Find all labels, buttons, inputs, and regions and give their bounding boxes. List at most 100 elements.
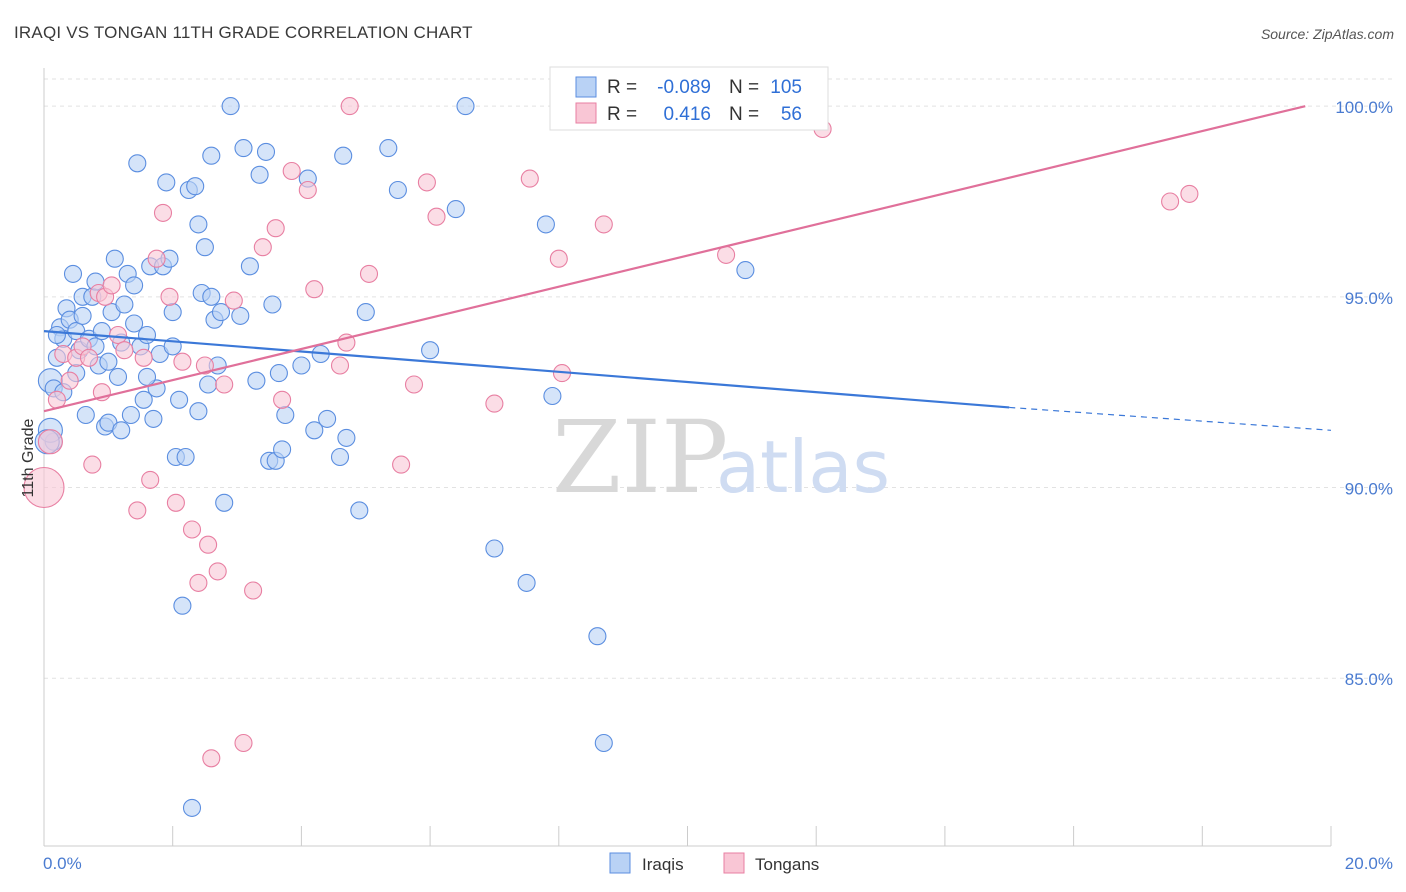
- axes: [43, 68, 1332, 847]
- tongans-r-value: 0.416: [663, 104, 711, 125]
- tongans-point-0: [23, 466, 65, 509]
- iraqis-point-72: [330, 447, 350, 467]
- iraqis-point-56: [221, 97, 240, 116]
- tongans-point-16: [141, 470, 160, 489]
- legend-iraqis-label[interactable]: Iraqis: [642, 855, 684, 874]
- iraqis-point-74: [337, 428, 356, 447]
- tongans-point-33: [266, 219, 285, 238]
- iraqis-point-79: [421, 341, 440, 360]
- iraqis-point-26: [121, 405, 140, 425]
- iraqis-point-65: [269, 364, 288, 383]
- iraqis-point-81: [456, 97, 475, 116]
- iraqis-point-30: [134, 390, 153, 409]
- y-axis-label: 11th Grade: [20, 418, 37, 497]
- tongans-point-46: [485, 394, 504, 413]
- iraqis-point-68: [292, 356, 311, 375]
- iraqis-point-87: [594, 733, 613, 753]
- iraqis-point-76: [356, 303, 375, 322]
- y-tick-labels: 85.0% 90.0% 95.0% 100.0%: [1335, 98, 1393, 689]
- legend-tongans-swatch[interactable]: [723, 852, 745, 874]
- iraqis-point-41: [170, 390, 189, 409]
- iraqis-point-90: [47, 325, 66, 345]
- tongans-point-15: [134, 348, 153, 367]
- iraqis-point-27: [125, 314, 144, 333]
- iraqis-point-61: [256, 142, 276, 161]
- tongans-point-38: [330, 356, 350, 375]
- tongans-point-45: [427, 207, 446, 226]
- iraqis-point-78: [388, 180, 407, 200]
- tongans-point-13: [115, 341, 134, 360]
- tongans-point-8: [83, 455, 102, 474]
- iraqis-point-42: [173, 596, 192, 615]
- tongans-point-30: [234, 733, 253, 753]
- watermark-atlas: atlas: [716, 425, 890, 509]
- tongans-point-29: [224, 291, 243, 310]
- tongans-point-4: [60, 371, 79, 390]
- tongans-point-25: [199, 535, 218, 554]
- tongans-point-34: [273, 390, 292, 409]
- tongans-point-17: [147, 249, 166, 268]
- series-legend: Iraqis Tongans: [609, 852, 819, 874]
- iraqis-point-77: [379, 139, 398, 158]
- tongans-swatch: [575, 102, 597, 124]
- tongans-point-37: [305, 280, 324, 299]
- tongans-point-12: [108, 325, 128, 345]
- iraqis-point-88: [736, 261, 755, 280]
- iraqis-point-39: [163, 303, 182, 322]
- iraqis-point-83: [517, 573, 536, 592]
- tongans-point-48: [549, 249, 568, 268]
- iraqis-point-103: [305, 421, 324, 440]
- tongans-point-50: [594, 215, 613, 234]
- tongans-point-26: [202, 749, 221, 768]
- tongans-point-1: [37, 429, 63, 455]
- tongans-point-7: [79, 348, 99, 367]
- iraqis-point-100: [189, 402, 208, 421]
- iraqis-point-45: [182, 798, 202, 817]
- tongans-point-27: [208, 562, 227, 581]
- iraqis-point-75: [350, 501, 369, 520]
- iraqis-point-55: [215, 493, 234, 512]
- tongans-point-43: [404, 375, 424, 394]
- tongans-point-41: [359, 264, 379, 283]
- tongans-point-19: [160, 287, 179, 306]
- iraqis-swatch: [575, 76, 597, 98]
- iraqis-point-49: [195, 238, 214, 257]
- y-tick-label-2: 95.0%: [1345, 289, 1393, 308]
- iraqis-point-12: [76, 405, 95, 425]
- iraqis-point-102: [247, 371, 266, 390]
- x-tick-label-min: 0.0%: [43, 854, 82, 873]
- tongans-point-47: [520, 169, 539, 188]
- tongans-point-42: [392, 455, 411, 474]
- tongans-point-32: [253, 238, 272, 257]
- tongans-r-label: R =: [607, 104, 637, 125]
- stats-legend-row-tongans: R = 0.416 N = 56: [575, 102, 802, 125]
- chart-source: Source: ZipAtlas.com: [1261, 26, 1394, 42]
- iraqis-point-21: [105, 249, 124, 268]
- tongans-point-24: [195, 356, 214, 375]
- tongans-point-40: [340, 97, 359, 116]
- tongans-n-value: 56: [781, 104, 802, 125]
- legend-tongans-label[interactable]: Tongans: [755, 855, 819, 874]
- iraqis-point-93: [73, 306, 92, 325]
- tongans-point-36: [298, 180, 317, 200]
- y-tick-label-3: 100.0%: [1335, 98, 1393, 117]
- scatter-points: [23, 97, 1199, 817]
- iraqis-point-47: [189, 215, 208, 234]
- iraqis-point-59: [240, 257, 259, 276]
- iraqis-n-value: 105: [770, 77, 802, 98]
- iraqis-point-98: [137, 367, 157, 386]
- tongans-point-54: [1180, 184, 1199, 203]
- iraqis-point-80: [446, 200, 465, 219]
- iraqis-point-57: [231, 306, 250, 325]
- iraqis-point-23: [112, 421, 131, 440]
- iraqis-point-31: [137, 325, 157, 345]
- iraqis-point-50: [199, 375, 218, 394]
- stats-legend-row-iraqis: R = -0.089 N = 105: [575, 76, 802, 98]
- tongans-point-51: [717, 245, 736, 264]
- tongans-point-21: [173, 352, 192, 371]
- tongans-point-22: [182, 520, 202, 539]
- legend-iraqis-swatch[interactable]: [609, 852, 631, 874]
- tongans-n-label: N =: [729, 104, 759, 125]
- iraqis-point-67: [276, 405, 295, 425]
